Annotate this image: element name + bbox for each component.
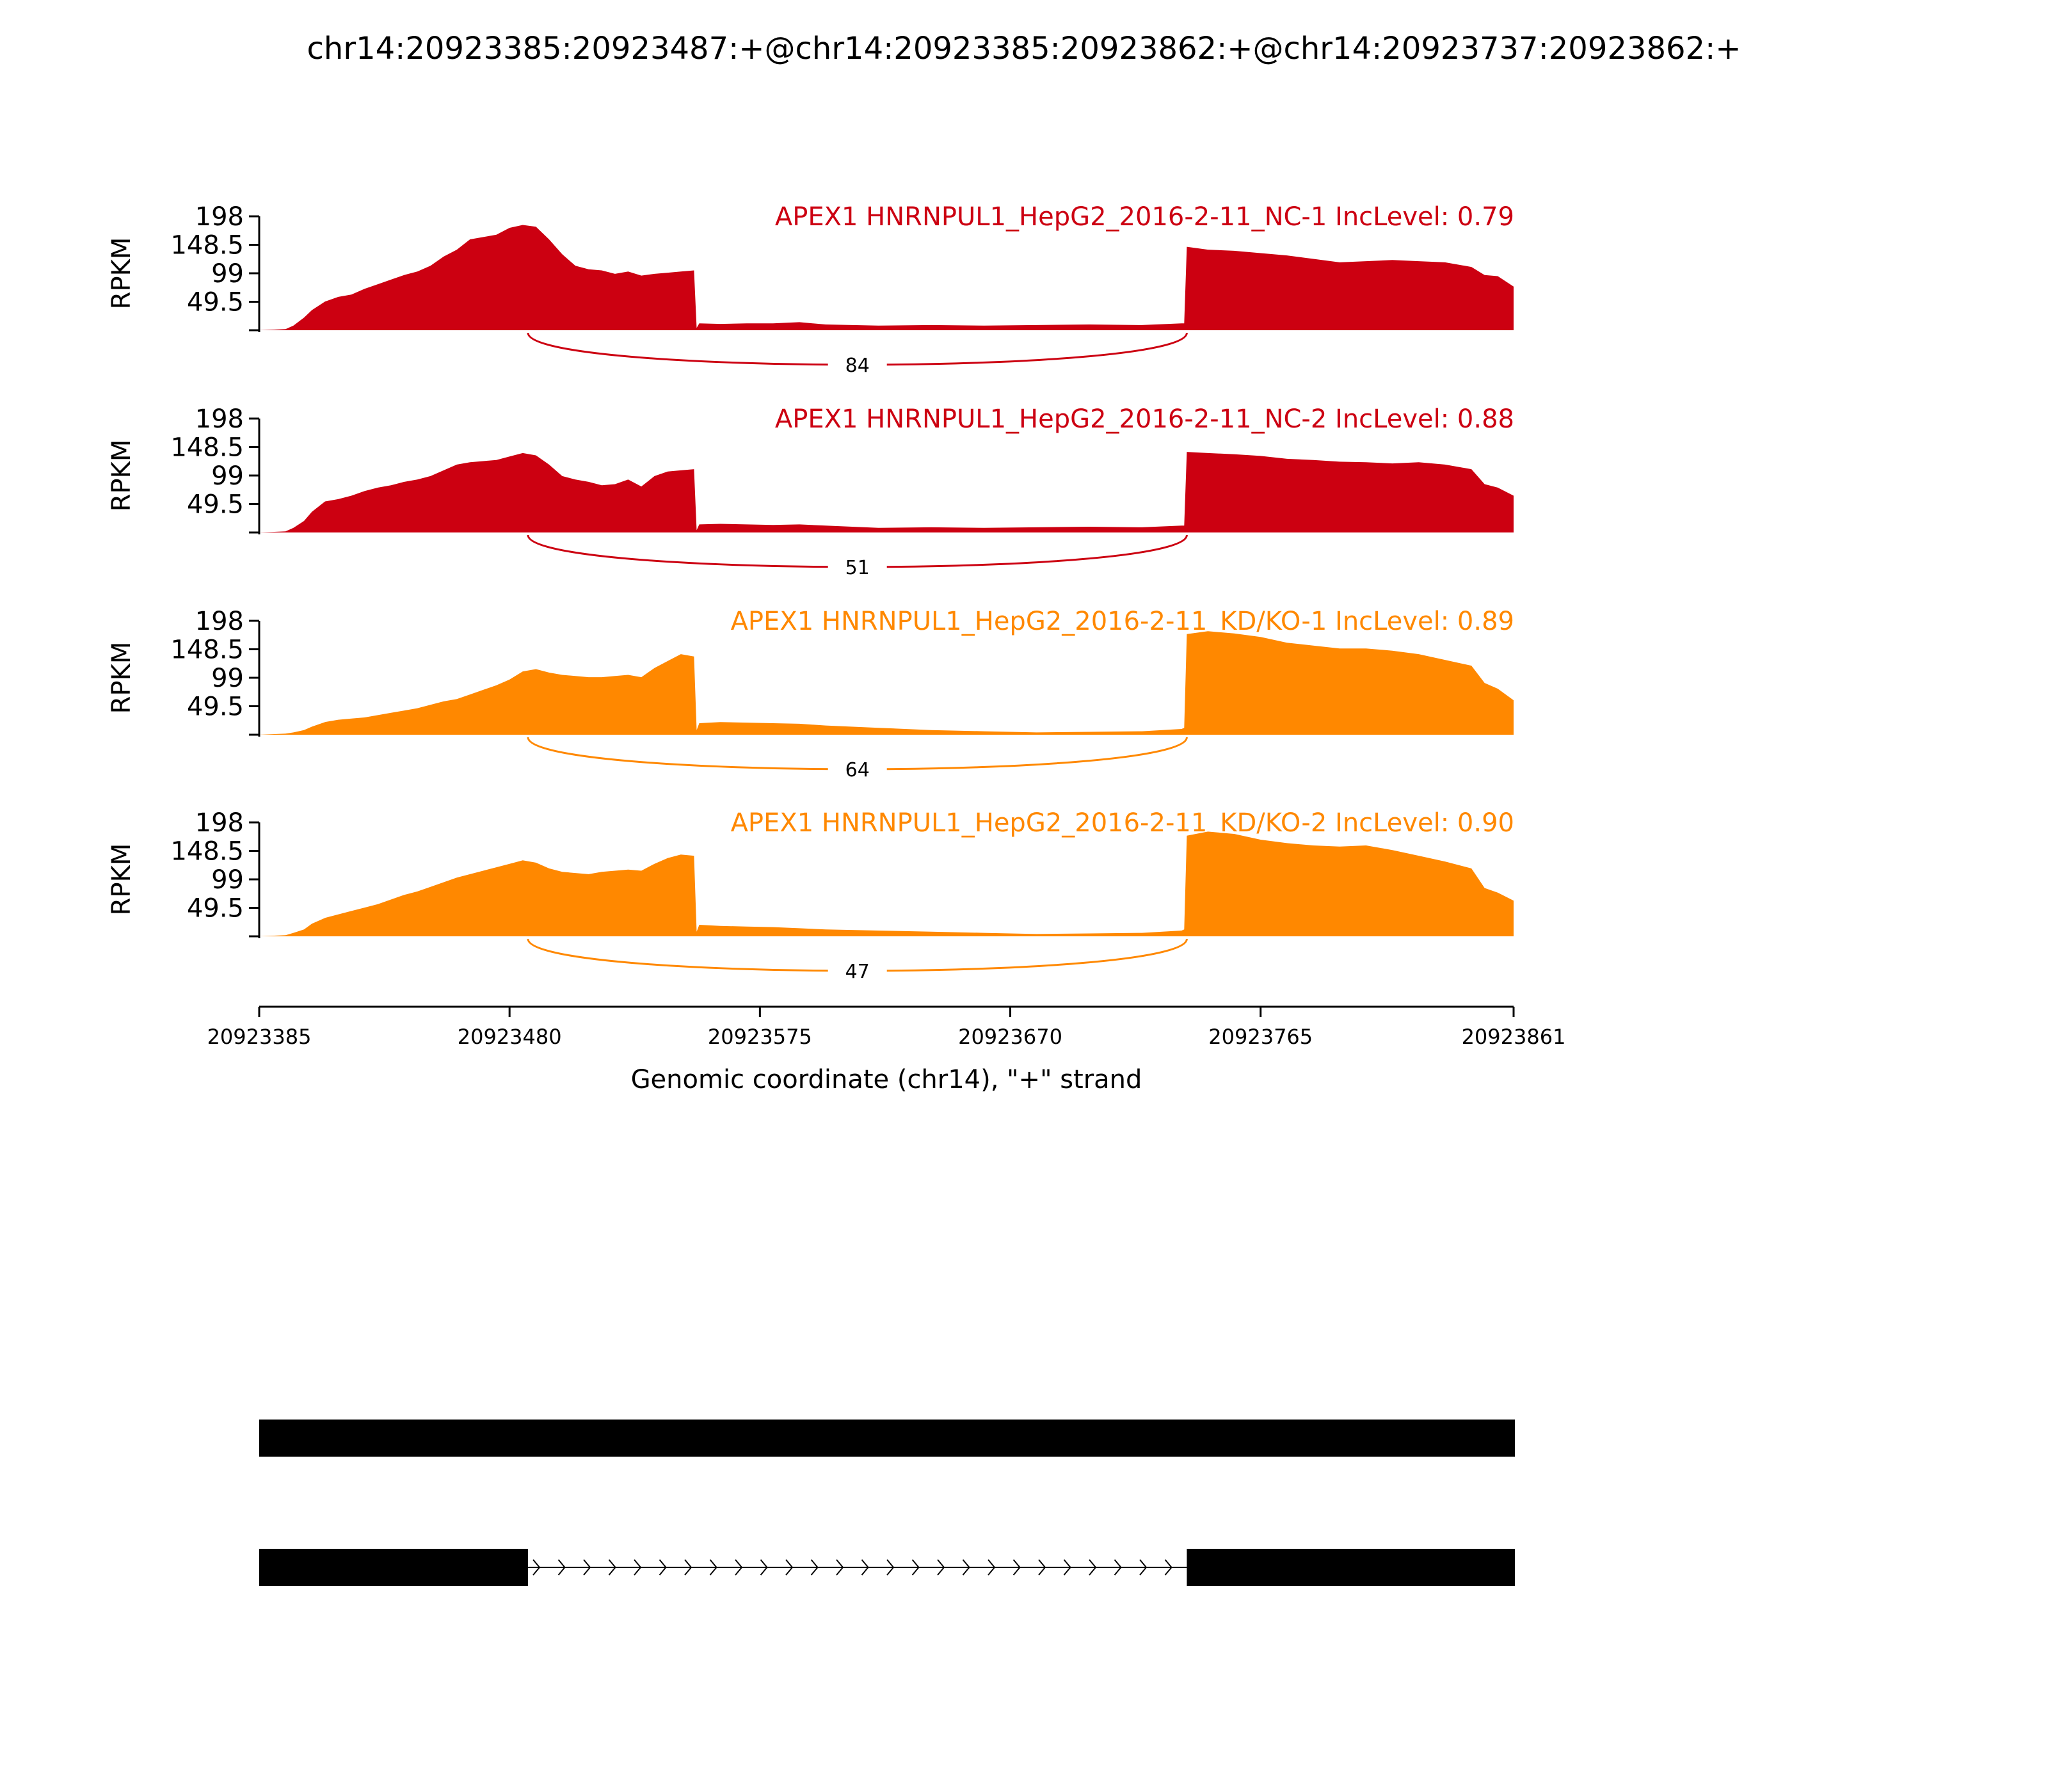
track-label: APEX1 HNRNPUL1_HepG2_2016-2-11_KD/KO-1 I… — [731, 607, 1514, 636]
intron-arrow — [836, 1559, 844, 1576]
isoform-1 — [259, 1420, 1515, 1457]
coverage-area — [259, 831, 1514, 936]
junction-count: 64 — [845, 759, 870, 781]
coverage-area — [259, 225, 1514, 330]
track-label: APEX1 HNRNPUL1_HepG2_2016-2-11_KD/KO-2 I… — [731, 808, 1514, 838]
y-tick-label: 49.5 — [187, 288, 244, 317]
intron-arrow — [1063, 1559, 1071, 1576]
intron-arrow — [785, 1559, 794, 1576]
intron-arrow — [735, 1559, 743, 1576]
x-tick-label: 20923385 — [207, 1025, 312, 1049]
x-tick-label: 20923480 — [458, 1025, 562, 1049]
junction-count-bg — [828, 353, 887, 376]
intron-arrow — [962, 1559, 970, 1576]
y-tick-label: 198 — [195, 202, 244, 232]
y-axis-label: RPKM — [107, 440, 136, 512]
y-tick-label: 49.5 — [187, 692, 244, 722]
figure-title: chr14:20923385:20923487:+@chr14:20923385… — [307, 31, 1741, 67]
y-axis-label: RPKM — [107, 844, 136, 916]
track-label: APEX1 HNRNPUL1_HepG2_2016-2-11_NC-1 IncL… — [775, 202, 1514, 232]
y-tick-label: 99 — [211, 461, 244, 491]
intron-arrow — [709, 1559, 717, 1576]
intron-arrow — [810, 1559, 819, 1576]
isoform-2 — [259, 1549, 1515, 1586]
y-tick-label: 148.5 — [170, 231, 244, 260]
intron-arrow — [557, 1559, 566, 1576]
y-tick-label: 49.5 — [187, 894, 244, 924]
intron-arrow — [1038, 1559, 1046, 1576]
intron-arrow — [988, 1559, 996, 1576]
intron-arrow — [659, 1559, 667, 1576]
intron-arrow — [583, 1559, 591, 1576]
junction-count-bg — [828, 758, 887, 781]
y-tick-label: 198 — [195, 808, 244, 838]
y-tick-label: 198 — [195, 404, 244, 434]
exon-block — [1187, 1549, 1515, 1586]
intron-arrow — [1012, 1559, 1021, 1576]
intron-arrow — [1164, 1559, 1172, 1576]
intron-arrow — [532, 1559, 541, 1576]
x-tick-label: 20923575 — [708, 1025, 812, 1049]
junction-count: 51 — [845, 557, 870, 579]
intron-arrow — [886, 1559, 895, 1576]
intron-arrow — [1139, 1559, 1148, 1576]
x-tick-label: 20923861 — [1462, 1025, 1566, 1049]
y-tick-label: 49.5 — [187, 490, 244, 520]
x-tick-label: 20923670 — [958, 1025, 1062, 1049]
y-tick-label: 99 — [211, 259, 244, 289]
junction-count: 47 — [845, 961, 870, 983]
exon-block — [259, 1549, 528, 1586]
junction-count-bg — [828, 556, 887, 579]
junction-count-bg — [828, 959, 887, 982]
y-tick-label: 148.5 — [170, 636, 244, 665]
intron-arrow — [1089, 1559, 1097, 1576]
y-tick-label: 148.5 — [170, 433, 244, 463]
x-tick-label: 20923765 — [1208, 1025, 1313, 1049]
y-tick-label: 99 — [211, 865, 244, 895]
y-axis-label: RPKM — [107, 642, 136, 714]
exon-block — [259, 1420, 1515, 1457]
gene-structure — [259, 1420, 1515, 1586]
coverage-area — [259, 631, 1514, 735]
intron-arrow — [634, 1559, 642, 1576]
x-axis: 20923385 20923480 20923575 20923670 20923765… — [207, 1005, 1566, 1049]
intron-arrow — [684, 1559, 692, 1576]
track-label: APEX1 HNRNPUL1_HepG2_2016-2-11_NC-2 IncL… — [775, 404, 1514, 434]
intron-arrow — [911, 1559, 920, 1576]
y-axis-label: RPKM — [107, 237, 136, 310]
intron-arrow — [760, 1559, 768, 1576]
intron-arrow — [861, 1559, 869, 1576]
junction-count: 84 — [845, 355, 870, 377]
y-tick-label: 198 — [195, 607, 244, 636]
intron-arrow — [1114, 1559, 1122, 1576]
intron-arrow — [937, 1559, 945, 1576]
y-tick-label: 99 — [211, 664, 244, 693]
intron-arrow — [608, 1559, 616, 1576]
y-tick-label: 148.5 — [170, 837, 244, 867]
coverage-area — [259, 452, 1514, 532]
x-axis-label: Genomic coordinate (chr14), "+" strand — [631, 1065, 1142, 1094]
